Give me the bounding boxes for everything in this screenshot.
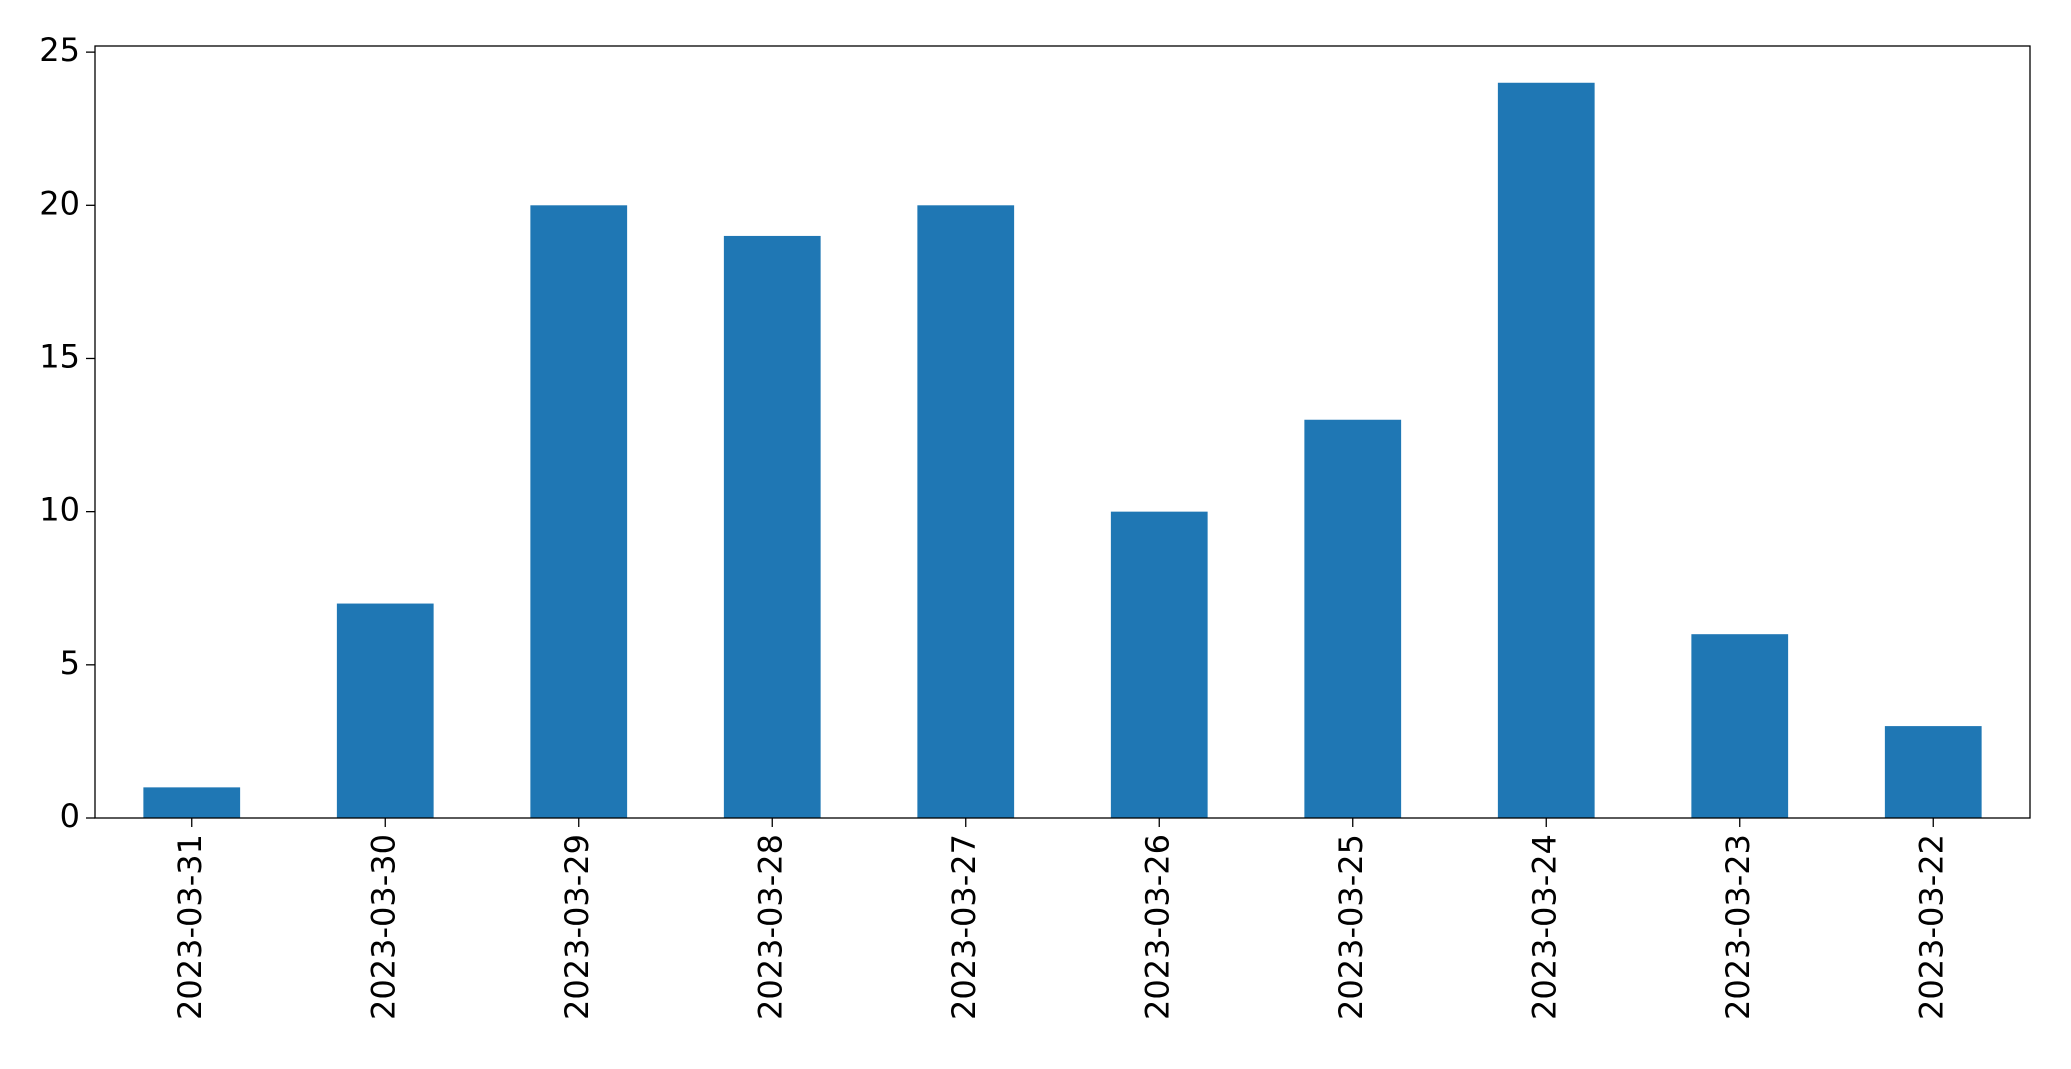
- x-tick-label: 2023-03-25: [1332, 834, 1370, 1020]
- bar: [1497, 82, 1595, 818]
- y-tick-label: 15: [39, 337, 80, 375]
- bar: [336, 603, 434, 818]
- x-tick-label: 2023-03-27: [945, 834, 983, 1020]
- y-tick-label: 25: [39, 31, 80, 69]
- y-tick-label: 0: [60, 797, 80, 835]
- bar: [1691, 634, 1789, 818]
- bar: [1110, 511, 1208, 818]
- x-tick-label: 2023-03-26: [1138, 834, 1176, 1020]
- bar: [723, 235, 821, 818]
- x-tick-label: 2023-03-29: [558, 834, 596, 1020]
- y-tick-label: 5: [60, 644, 80, 682]
- bar: [1884, 726, 1982, 818]
- plot-frame: [94, 45, 2031, 819]
- x-tick-label: 2023-03-23: [1719, 834, 1757, 1020]
- bar: [1304, 419, 1402, 818]
- bar: [917, 205, 1015, 819]
- x-tick-label: 2023-03-31: [171, 834, 209, 1020]
- x-tick-label: 2023-03-24: [1525, 834, 1563, 1020]
- x-tick-label: 2023-03-22: [1912, 834, 1950, 1020]
- bar: [530, 205, 628, 819]
- y-tick-label: 20: [39, 184, 80, 222]
- bar: [143, 787, 241, 818]
- x-tick-label: 2023-03-30: [364, 834, 402, 1020]
- x-tick-label: 2023-03-28: [751, 834, 789, 1020]
- y-tick-label: 10: [39, 491, 80, 529]
